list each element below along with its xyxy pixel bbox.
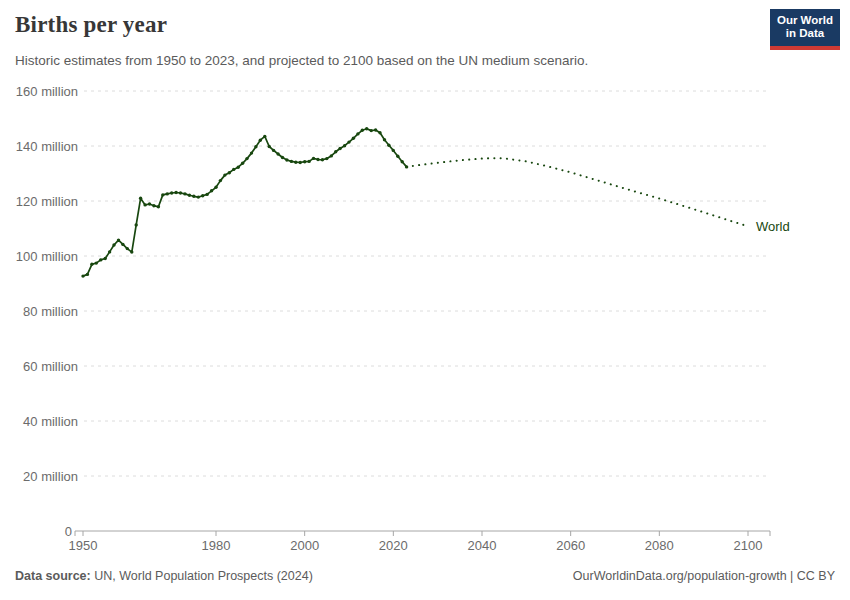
x-axis-tick-label: 2060 (556, 538, 585, 553)
data-point-marker[interactable] (285, 158, 288, 161)
data-point-marker[interactable] (259, 139, 262, 142)
data-point-marker[interactable] (210, 189, 213, 192)
data-point-marker[interactable] (95, 261, 98, 264)
data-point-marker[interactable] (174, 191, 177, 194)
data-point-marker[interactable] (232, 168, 235, 171)
data-point-marker[interactable] (108, 250, 111, 253)
data-point-marker[interactable] (166, 192, 169, 195)
data-point-marker[interactable] (316, 158, 319, 161)
x-axis-tick-label: 2020 (379, 538, 408, 553)
data-point-marker[interactable] (219, 179, 222, 182)
data-point-marker[interactable] (272, 149, 275, 152)
data-point-marker[interactable] (361, 129, 364, 132)
data-point-marker[interactable] (299, 161, 302, 164)
data-source-label: Data source: (15, 569, 91, 583)
data-point-marker[interactable] (347, 140, 350, 143)
data-point-marker[interactable] (294, 161, 297, 164)
data-point-marker[interactable] (378, 131, 381, 134)
data-point-marker[interactable] (161, 193, 164, 196)
data-point-marker[interactable] (135, 223, 138, 226)
data-point-marker[interactable] (281, 156, 284, 159)
chart-canvas: 0 20 million 40 million 60 million 80 millio… (0, 0, 850, 565)
data-point-marker[interactable] (387, 144, 390, 147)
data-point-marker[interactable] (303, 160, 306, 163)
data-point-marker[interactable] (401, 160, 404, 163)
data-point-marker[interactable] (307, 160, 310, 163)
data-point-marker[interactable] (370, 129, 373, 132)
data-point-marker[interactable] (338, 147, 341, 150)
data-point-marker[interactable] (343, 144, 346, 147)
y-axis-tick-label: 140 million (16, 139, 78, 154)
data-point-marker[interactable] (197, 195, 200, 198)
x-axis-tick-label: 2100 (734, 538, 763, 553)
data-point-marker[interactable] (352, 137, 355, 140)
y-axis-tick-label: 100 million (16, 249, 78, 264)
data-point-marker[interactable] (383, 138, 386, 141)
world-projection-line[interactable] (407, 158, 748, 226)
data-point-marker[interactable] (334, 150, 337, 153)
data-point-marker[interactable] (321, 158, 324, 161)
data-point-marker[interactable] (130, 250, 133, 253)
data-point-marker[interactable] (214, 186, 217, 189)
data-point-marker[interactable] (325, 157, 328, 160)
y-axis-tick-label: 40 million (23, 414, 78, 429)
data-point-marker[interactable] (374, 128, 377, 131)
data-point-marker[interactable] (152, 204, 155, 207)
data-point-marker[interactable] (356, 132, 359, 135)
chart-footer: Data source: UN, World Population Prospe… (0, 569, 850, 583)
data-point-marker[interactable] (276, 152, 279, 155)
data-point-marker[interactable] (392, 149, 395, 152)
data-point-marker[interactable] (396, 155, 399, 158)
x-axis-tick-label: 1950 (69, 538, 98, 553)
data-point-marker[interactable] (90, 263, 93, 266)
data-point-marker[interactable] (290, 160, 293, 163)
data-point-marker[interactable] (99, 258, 102, 261)
data-point-marker[interactable] (188, 194, 191, 197)
data-point-marker[interactable] (263, 135, 266, 138)
data-point-marker[interactable] (170, 191, 173, 194)
data-point-marker[interactable] (330, 154, 333, 157)
y-axis-tick-label: 80 million (23, 304, 78, 319)
data-point-marker[interactable] (143, 203, 146, 206)
data-point-marker[interactable] (268, 145, 271, 148)
data-point-marker[interactable] (157, 205, 160, 208)
data-point-marker[interactable] (241, 162, 244, 165)
data-point-marker[interactable] (223, 173, 226, 176)
y-axis-tick-label: 60 million (23, 359, 78, 374)
data-point-marker[interactable] (365, 127, 368, 130)
data-point-marker[interactable] (237, 166, 240, 169)
x-axis-tick-label: 2080 (645, 538, 674, 553)
data-point-marker[interactable] (245, 157, 248, 160)
data-point-marker[interactable] (86, 273, 89, 276)
data-point-marker[interactable] (148, 202, 151, 205)
data-point-marker[interactable] (126, 247, 129, 250)
data-point-marker[interactable] (205, 193, 208, 196)
series-label-world[interactable]: World (756, 219, 790, 234)
x-axis-tick-label: 2000 (290, 538, 319, 553)
data-point-marker[interactable] (250, 151, 253, 154)
data-point-marker[interactable] (192, 195, 195, 198)
owid-url-license[interactable]: OurWorldinData.org/population-growth | C… (573, 569, 835, 583)
world-historic-line[interactable] (83, 129, 407, 276)
data-point-marker[interactable] (183, 192, 186, 195)
data-point-marker[interactable] (179, 191, 182, 194)
data-point-marker[interactable] (254, 145, 257, 148)
data-point-marker[interactable] (104, 257, 107, 260)
data-point-marker[interactable] (121, 243, 124, 246)
data-point-marker[interactable] (117, 238, 120, 241)
data-source-note: Data source: UN, World Population Prospe… (15, 569, 313, 583)
x-axis-tick-label: 1980 (202, 538, 231, 553)
data-point-marker[interactable] (228, 171, 231, 174)
data-point-marker[interactable] (139, 197, 142, 200)
y-axis-tick-label: 160 million (16, 84, 78, 99)
y-axis-tick-label: 20 million (23, 469, 78, 484)
data-point-marker[interactable] (312, 157, 315, 160)
data-point-marker[interactable] (201, 194, 204, 197)
data-source-text: UN, World Population Prospects (2024) (91, 569, 313, 583)
data-point-marker[interactable] (112, 243, 115, 246)
y-axis-tick-label: 120 million (16, 194, 78, 209)
data-point-marker[interactable] (81, 274, 84, 277)
x-axis-tick-label: 2040 (468, 538, 497, 553)
y-axis-zero-label: 0 (65, 524, 72, 539)
